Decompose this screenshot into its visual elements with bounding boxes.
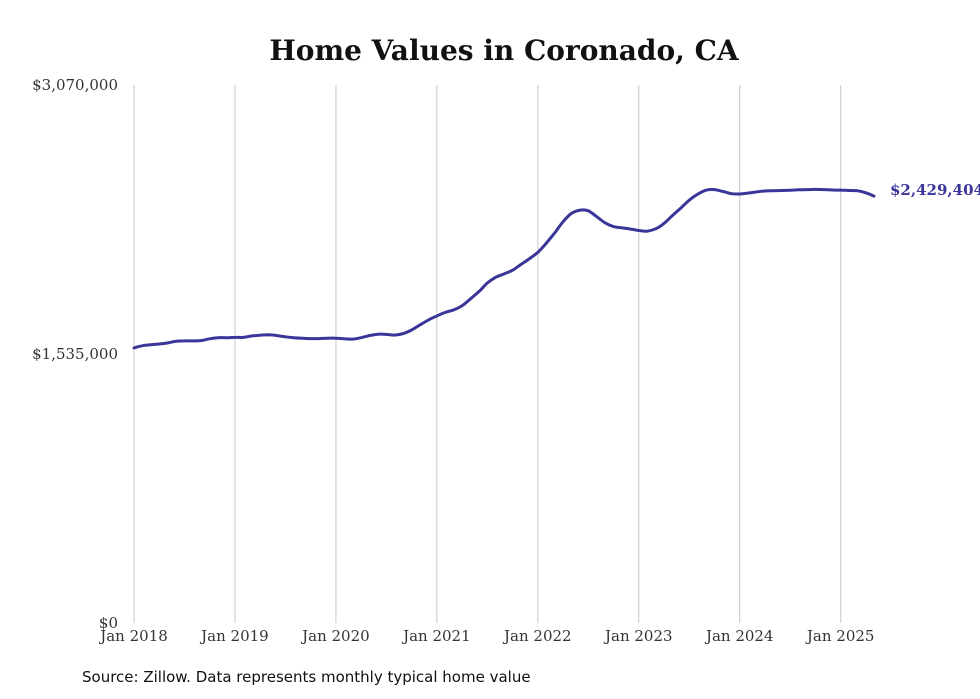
y-axis-ticks: $3,070,000 $1,535,000 $0	[32, 76, 118, 632]
x-tick-label: Jan 2024	[704, 627, 774, 645]
y-tick-label: $3,070,000	[32, 76, 118, 94]
series-layer	[132, 187, 876, 350]
series-line	[132, 187, 876, 350]
x-tick-label: Jan 2022	[502, 627, 572, 645]
chart-title: Home Values in Coronado, CA	[269, 34, 740, 67]
x-tick-label: Jan 2025	[805, 627, 875, 645]
source-note: Source: Zillow. Data represents monthly …	[82, 668, 531, 686]
x-tick-label: Jan 2019	[199, 627, 269, 645]
end-value-label: $2,429,404	[890, 181, 980, 199]
y-tick-label: $1,535,000	[32, 345, 118, 363]
x-tick-label: Jan 2018	[98, 627, 168, 645]
x-tick-label: Jan 2020	[300, 627, 370, 645]
gridlines	[133, 85, 842, 623]
x-axis-ticks: Jan 2018 Jan 2019 Jan 2020 Jan 2021 Jan 2022…	[98, 627, 874, 645]
y-tick-label: $0	[99, 614, 118, 632]
x-tick-label: Jan 2023	[603, 627, 673, 645]
x-tick-label: Jan 2021	[401, 627, 471, 645]
